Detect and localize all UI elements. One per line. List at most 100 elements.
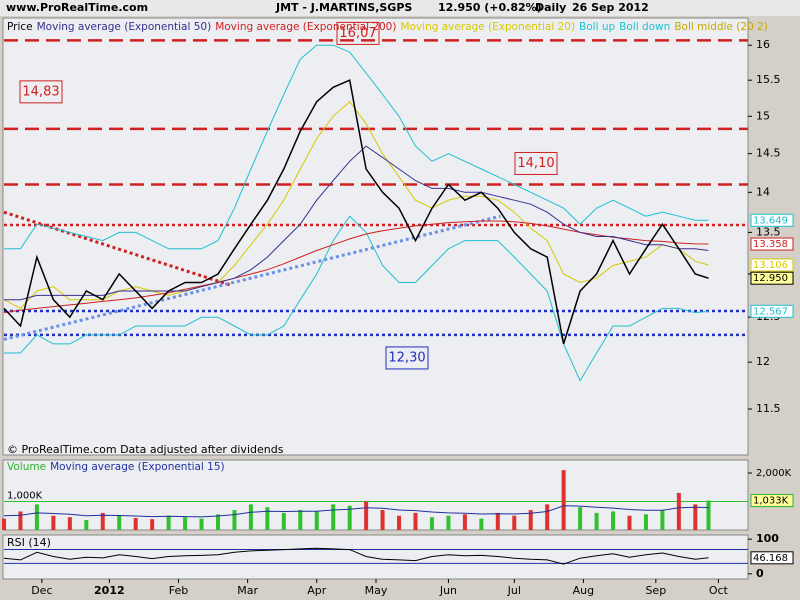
volume-bar <box>84 520 89 530</box>
level-box <box>19 80 63 104</box>
y-tick-label: 14.5 <box>756 147 781 160</box>
legend-entry: Volume <box>7 461 46 473</box>
volume-bar <box>100 512 105 530</box>
volume-bar <box>627 515 632 530</box>
footer: © ProRealTime.com Data adjusted after di… <box>7 443 284 456</box>
volume-bar <box>611 511 616 530</box>
volume-bar <box>199 518 204 530</box>
volume-bar <box>281 512 286 530</box>
volume-bar <box>479 518 484 530</box>
level-label: 16,07 <box>339 26 376 41</box>
rsi-panel <box>2 534 749 580</box>
volume-bar <box>265 507 270 530</box>
level-label: 12,30 <box>388 350 425 365</box>
volume-bar <box>232 510 237 530</box>
volume-bar <box>347 505 352 530</box>
volume-bar <box>693 504 698 530</box>
legend-entry: Boll down <box>619 21 670 33</box>
y-tick-label: 11.5 <box>756 402 781 415</box>
legend-entry: Moving average (Exponential 20) <box>400 21 575 33</box>
chart-subtitle: 12.950 (+0.82%) <box>438 1 542 14</box>
volume-bar <box>166 515 171 530</box>
series-line <box>4 44 709 250</box>
volume-bar <box>133 518 138 530</box>
volume-bar <box>462 514 467 530</box>
level-box <box>514 151 558 175</box>
volume-bar <box>150 519 155 530</box>
x-tick-label: Jul <box>507 584 521 597</box>
price-panel <box>2 17 749 456</box>
level-box <box>385 346 429 370</box>
x-tick-label: Dec <box>31 584 52 597</box>
volume-bar <box>643 514 648 530</box>
series-line <box>3 79 709 345</box>
last-value-box <box>750 258 794 272</box>
legend-entry: Boll middle (20 2) <box>674 21 768 33</box>
volume-bar <box>248 504 253 530</box>
trendline <box>3 210 231 287</box>
title-bar <box>0 0 800 16</box>
last-value-box <box>750 237 794 251</box>
y-tick-label: 15.5 <box>756 73 781 86</box>
volume-bar <box>215 514 220 530</box>
last-value-label: 13.106 <box>753 260 788 271</box>
series-line <box>3 100 709 310</box>
volume-bar <box>413 512 418 530</box>
volume-bar <box>331 504 336 530</box>
last-value-label: 13.358 <box>753 239 788 250</box>
x-tick-label: Apr <box>307 584 327 597</box>
last-value-box <box>750 304 794 318</box>
volume-bar <box>298 510 303 530</box>
volume-bar <box>314 511 319 530</box>
level-label: 14,83 <box>22 84 59 99</box>
series-line <box>3 547 709 565</box>
last-value-label: 12.567 <box>753 306 788 317</box>
y-tick-label: 0 <box>756 567 764 580</box>
x-tick-label: May <box>365 584 388 597</box>
x-tick-label: Oct <box>709 584 729 597</box>
legend-entry: Boll up <box>579 21 615 33</box>
x-tick-label: Mar <box>237 584 258 597</box>
volume-bar <box>34 504 39 530</box>
volume-bar <box>594 512 599 530</box>
series-line <box>4 215 709 382</box>
y-tick-label: 16 <box>756 38 770 51</box>
date: 26 Sep 2012 <box>572 1 649 14</box>
volume-bar <box>706 500 711 530</box>
level-label: 14,10 <box>517 156 554 171</box>
volume-bar <box>676 492 681 530</box>
y-tick-label: 13.5 <box>756 225 781 238</box>
volume-bar <box>545 504 550 530</box>
period: Daily <box>535 1 566 14</box>
volume-bar <box>51 515 56 530</box>
legend-entry: Price <box>7 21 33 33</box>
y-tick-label: 15 <box>756 109 770 122</box>
volume-bar <box>183 517 188 530</box>
volume-bar <box>528 510 533 530</box>
last-value-label: 46.168 <box>753 553 788 564</box>
series-line <box>3 505 709 518</box>
volume-bar <box>117 515 122 530</box>
last-value-box <box>750 551 794 565</box>
y-tick-label: 2,000K <box>756 468 792 479</box>
volume-bar <box>512 515 517 530</box>
x-tick-label: Jun <box>439 584 457 597</box>
x-tick-label: Feb <box>169 584 188 597</box>
volume-panel <box>2 459 749 531</box>
y-tick-label: 14 <box>756 185 770 198</box>
legend-entry: Moving average (Exponential 50) <box>37 21 212 33</box>
last-value-box <box>750 494 794 508</box>
y-tick-label: 100 <box>756 532 779 545</box>
legend-entry: Moving average (Exponential 200) <box>215 21 396 33</box>
last-value-label: 13.649 <box>753 215 788 226</box>
volume-bar <box>495 512 500 530</box>
legend-entry: Moving average (Exponential 15) <box>50 461 225 473</box>
source: www.ProRealTime.com <box>6 1 148 14</box>
volume-bar <box>397 515 402 530</box>
last-value-label: 12.950 <box>753 273 788 284</box>
volume-bar <box>18 511 23 530</box>
volume-bar <box>578 507 583 530</box>
last-value-label: 1,033K <box>753 496 789 507</box>
